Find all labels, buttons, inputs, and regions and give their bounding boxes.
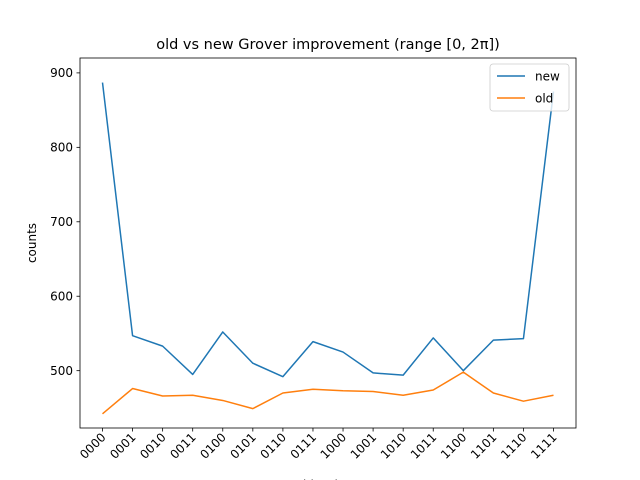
x-tick-label: 1010 [378,430,409,461]
x-tick-label: 0000 [77,430,108,461]
x-tick-label: 1111 [528,430,559,461]
series-line-new [101,82,555,378]
x-tick-label: 1011 [408,430,439,461]
y-tick-label: 600 [50,289,73,303]
x-tick-label: 1001 [348,430,379,461]
x-tick-label: 1000 [318,430,349,461]
series-lines [101,82,555,415]
plot-frame [79,57,577,429]
y-tick-label: 700 [50,215,73,229]
y-tick-label: 800 [50,141,73,155]
x-tick-label: 0011 [167,430,198,461]
chart-title: old vs new Grover improvement (range [0,… [156,37,500,53]
y-axis-label: counts [25,223,39,263]
y-tick-label: 900 [50,66,73,80]
x-tick-label: 0111 [288,430,319,461]
legend-entry-old: old [535,91,553,105]
x-tick-label: 0101 [227,430,258,461]
series-line-old [102,371,554,415]
x-tick-label: 0001 [107,430,138,461]
y-tick-label: 500 [50,364,73,378]
x-tick-label: 0100 [197,430,228,461]
x-axis-label: bitstring [303,478,353,480]
x-tick-label: 0010 [137,430,168,461]
y-axis: 500 600 700 800 900 [50,66,80,378]
x-tick-label: 1101 [468,430,499,461]
x-tick-label: 0110 [258,430,289,461]
legend: new old [489,63,570,112]
x-axis: 0000000100100011010001010110011110001001… [77,428,560,462]
x-tick-label: 1100 [438,430,469,461]
x-tick-label: 1110 [498,430,529,461]
legend-entry-new: new [535,69,560,83]
